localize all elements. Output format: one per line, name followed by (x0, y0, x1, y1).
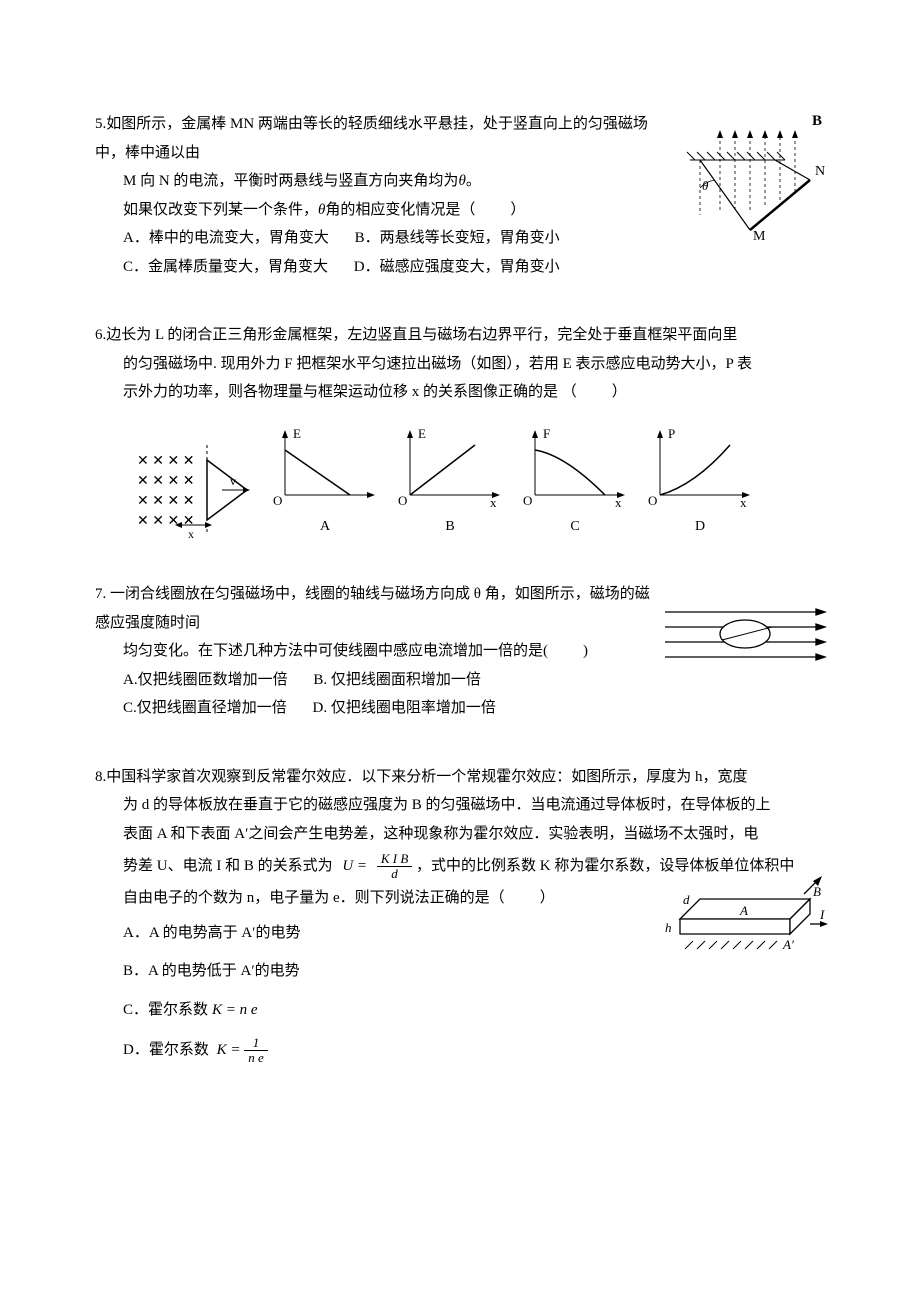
svg-text:v: v (230, 474, 236, 488)
q8-opt-c: C．霍尔系数K = n e (95, 996, 830, 1025)
svg-text:✕ ✕ ✕ ✕: ✕ ✕ ✕ ✕ (137, 454, 194, 469)
q6-fig-c: F O x C (520, 425, 630, 541)
svg-text:I: I (819, 907, 825, 922)
question-6: 6.边长为 L 的闭合正三角形金属框架，左边竖直且与磁场右边界平行，完全处于垂直… (95, 321, 830, 540)
q5-figure: θ B N M (680, 110, 830, 266)
q7-number: 7. (95, 586, 106, 602)
q7-opt-a: A.仅把线圈匝数增加一倍 (123, 666, 288, 695)
svg-text:O: O (648, 493, 657, 508)
svg-text:x: x (188, 527, 194, 540)
question-8: 8.中国科学家首次观察到反常霍尔效应．以下来分析一个常规霍尔效应：如图所示，厚度… (95, 763, 830, 1068)
svg-text:x: x (490, 495, 497, 510)
svg-text:E: E (293, 426, 301, 441)
svg-text:✕ ✕ ✕ ✕: ✕ ✕ ✕ ✕ (137, 474, 194, 489)
svg-text:A: A (739, 903, 748, 918)
q5-opt-d: D．磁感应强度变大，胃角变小 (354, 253, 560, 282)
svg-text:x: x (615, 495, 622, 510)
svg-text:P: P (668, 426, 675, 441)
svg-text:F: F (543, 426, 550, 441)
svg-text:O: O (398, 493, 407, 508)
svg-text:h: h (665, 920, 672, 935)
q7-opt-c: C.仅把线圈直径增加一倍 (123, 694, 287, 723)
q7-figure (660, 602, 830, 683)
q8-number: 8. (95, 769, 106, 785)
q6-fig-d: P O x D (645, 425, 755, 541)
svg-text:✕ ✕ ✕ ✕: ✕ ✕ ✕ ✕ (137, 514, 194, 529)
q5-opt-b: B．两悬线等长变短，胃角变小 (355, 224, 560, 253)
q8-opt-d: D．霍尔系数 K = 1n e (95, 1034, 830, 1067)
q6-fig-b: E O x B (395, 425, 505, 541)
q5-opt-a: A．棒中的电流变大，胃角变大 (123, 224, 329, 253)
svg-text:✕ ✕ ✕ ✕: ✕ ✕ ✕ ✕ (137, 494, 194, 509)
q7-options-2: C.仅把线圈直径增加一倍 D. 仅把线圈电阻率增加一倍 (95, 694, 830, 723)
q5-opt-c: C．金属棒质量变大，胃角变大 (123, 253, 328, 282)
q6-figures: ✕ ✕ ✕ ✕ ✕ ✕ ✕ ✕ ✕ ✕ ✕ ✕ ✕ ✕ ✕ ✕ v x E (95, 425, 830, 541)
svg-text:x: x (740, 495, 747, 510)
svg-text:θ: θ (702, 178, 709, 193)
svg-text:O: O (273, 493, 282, 508)
q8-stem: 8.中国科学家首次观察到反常霍尔效应．以下来分析一个常规霍尔效应：如图所示，厚度… (95, 763, 830, 792)
svg-text:O: O (523, 493, 532, 508)
question-5: θ B N M 5.如图所示，金属棒 MN 两端由等长的轻质细线水平悬挂，处于竖… (95, 110, 830, 281)
svg-text:d: d (683, 892, 690, 907)
q6-fig-a: E O A (270, 425, 380, 541)
svg-text:B: B (813, 884, 821, 899)
q6-number: 6. (95, 327, 106, 343)
question-7: 7. 一闭合线圈放在匀强磁场中，线圈的轴线与磁场方向成 θ 角，如图所示，磁场的… (95, 580, 830, 723)
svg-text:N: N (815, 164, 825, 179)
svg-text:A′: A′ (782, 937, 794, 952)
q7-opt-b: B. 仅把线圈面积增加一倍 (313, 666, 481, 695)
svg-text:M: M (753, 229, 766, 244)
svg-text:E: E (418, 426, 426, 441)
q6-fig-setup: ✕ ✕ ✕ ✕ ✕ ✕ ✕ ✕ ✕ ✕ ✕ ✕ ✕ ✕ ✕ ✕ v x (125, 445, 255, 540)
q8-figure: B I A A′ d h (655, 874, 830, 980)
q6-stem: 6.边长为 L 的闭合正三角形金属框架，左边竖直且与磁场右边界平行，完全处于垂直… (95, 321, 830, 350)
q7-opt-d: D. 仅把线圈电阻率增加一倍 (313, 694, 496, 723)
q5-number: 5. (95, 116, 106, 132)
svg-text:B: B (812, 113, 822, 129)
